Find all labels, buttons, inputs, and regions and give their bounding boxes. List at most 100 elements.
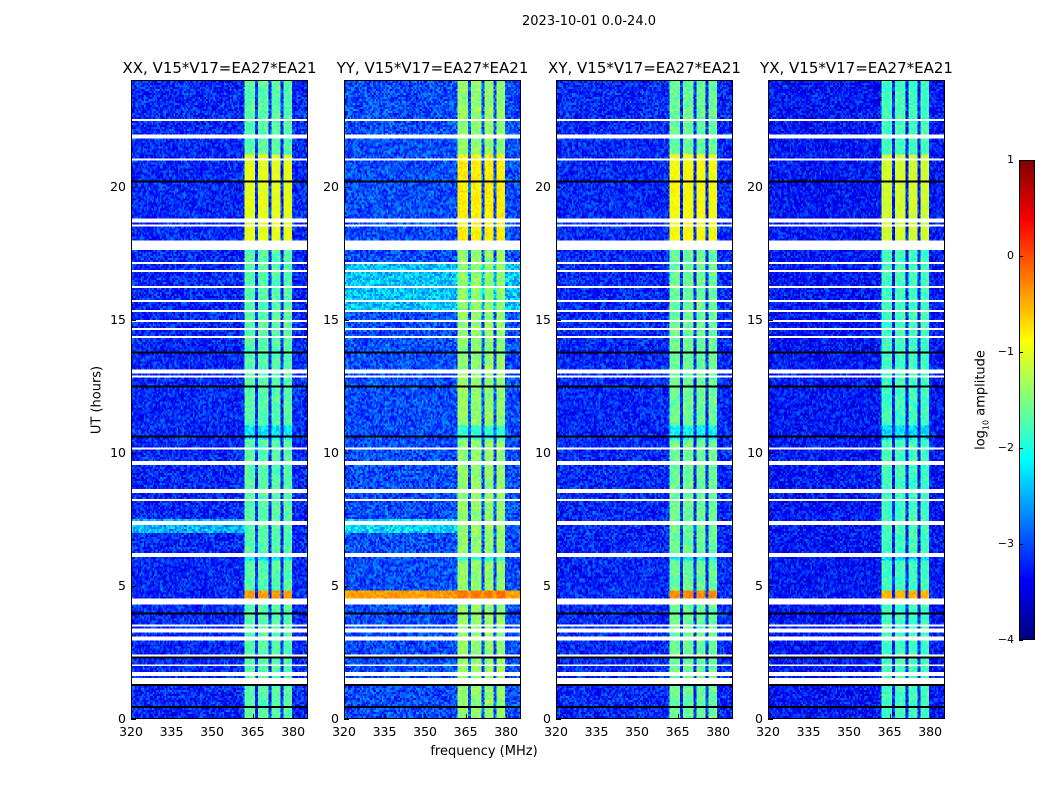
x-tick bbox=[637, 714, 639, 719]
panel-title: YX, V15*V17=EA27*EA21 bbox=[760, 59, 953, 77]
colorbar-label-rest: amplitude bbox=[973, 350, 989, 420]
x-tick-label: 365 bbox=[240, 724, 265, 739]
waterfall-panel-0 bbox=[131, 80, 308, 719]
x-tick bbox=[252, 714, 254, 719]
colorbar-tick bbox=[1019, 640, 1023, 641]
x-tick-label: 320 bbox=[544, 724, 568, 739]
colorbar-tick-label: −1 bbox=[997, 345, 1014, 358]
colorbar-tick bbox=[1019, 544, 1023, 545]
x-tick-label: 350 bbox=[625, 724, 649, 739]
waterfall-panel-2 bbox=[556, 80, 733, 719]
figure-title: 2023-10-01 0.0-24.0 bbox=[522, 14, 656, 29]
x-tick bbox=[677, 714, 679, 719]
colorbar bbox=[1019, 160, 1035, 640]
y-tick-label: 15 bbox=[110, 311, 126, 327]
y-tick-label: 0 bbox=[331, 711, 339, 726]
x-tick bbox=[849, 714, 851, 719]
y-tick bbox=[344, 319, 349, 321]
y-tick bbox=[131, 452, 136, 454]
waterfall-panel-1 bbox=[344, 80, 521, 719]
y-tick-label: 0 bbox=[118, 711, 126, 726]
y-tick bbox=[556, 319, 561, 321]
panel-title: YY, V15*V17=EA27*EA21 bbox=[336, 59, 529, 77]
x-tick-label: 320 bbox=[119, 724, 143, 739]
colorbar-tick bbox=[1019, 256, 1023, 257]
x-axis-label: frequency (MHz) bbox=[430, 744, 538, 759]
waterfall-image bbox=[557, 81, 732, 718]
y-axis-label: UT (hours) bbox=[89, 365, 105, 435]
y-tick-label: 20 bbox=[110, 178, 126, 194]
x-tick-label: 350 bbox=[413, 724, 437, 739]
y-tick bbox=[131, 719, 136, 720]
y-tick bbox=[768, 452, 773, 454]
panel-title: XY, V15*V17=EA27*EA21 bbox=[548, 59, 741, 77]
y-tick-label: 20 bbox=[747, 178, 763, 194]
x-tick-label: 320 bbox=[332, 724, 356, 739]
y-tick bbox=[131, 585, 136, 587]
x-tick-label: 335 bbox=[796, 724, 821, 739]
x-tick bbox=[768, 714, 769, 719]
y-tick-label: 0 bbox=[543, 711, 551, 726]
y-tick-label: 15 bbox=[535, 311, 551, 327]
x-tick-label: 380 bbox=[494, 724, 519, 739]
x-tick bbox=[344, 714, 345, 719]
y-tick-label: 10 bbox=[747, 444, 763, 460]
y-tick bbox=[556, 452, 561, 454]
x-tick-label: 365 bbox=[665, 724, 690, 739]
y-tick-label: 5 bbox=[331, 577, 339, 593]
x-tick bbox=[930, 714, 932, 719]
y-tick-label: 5 bbox=[118, 577, 126, 593]
y-tick bbox=[131, 186, 136, 188]
x-tick-label: 350 bbox=[837, 724, 861, 739]
x-tick bbox=[293, 714, 295, 719]
y-tick-label: 10 bbox=[110, 444, 126, 460]
y-tick bbox=[344, 719, 349, 720]
y-tick bbox=[131, 319, 136, 321]
x-tick bbox=[212, 714, 214, 719]
y-tick bbox=[556, 186, 561, 188]
y-tick bbox=[556, 719, 561, 720]
waterfall-panel-3 bbox=[768, 80, 945, 719]
x-tick bbox=[131, 714, 132, 719]
x-tick bbox=[465, 714, 467, 719]
x-tick bbox=[506, 714, 508, 719]
y-tick-label: 0 bbox=[755, 711, 763, 726]
y-tick bbox=[344, 585, 349, 587]
x-tick bbox=[889, 714, 891, 719]
colorbar-tick-label: −3 bbox=[997, 537, 1014, 550]
y-tick bbox=[344, 186, 349, 188]
y-tick-label: 15 bbox=[747, 311, 763, 327]
colorbar-tick-label: −2 bbox=[997, 441, 1014, 454]
x-tick bbox=[808, 714, 810, 719]
waterfall-image bbox=[769, 81, 944, 718]
colorbar-tick bbox=[1019, 352, 1023, 353]
x-tick-label: 335 bbox=[584, 724, 609, 739]
x-tick-label: 320 bbox=[756, 724, 780, 739]
colorbar-tick-label: 1 bbox=[1007, 153, 1014, 166]
y-tick bbox=[768, 585, 773, 587]
x-tick bbox=[718, 714, 720, 719]
x-tick-label: 335 bbox=[159, 724, 184, 739]
y-tick-label: 10 bbox=[323, 444, 339, 460]
y-tick bbox=[768, 186, 773, 188]
x-tick bbox=[171, 714, 173, 719]
y-tick bbox=[768, 319, 773, 321]
colorbar-label-log: log bbox=[973, 430, 989, 450]
x-tick-label: 365 bbox=[877, 724, 902, 739]
waterfall-image bbox=[345, 81, 520, 718]
waterfall-image bbox=[132, 81, 307, 718]
colorbar-label-sub: 10 bbox=[981, 419, 991, 431]
y-tick bbox=[556, 585, 561, 587]
x-tick bbox=[425, 714, 427, 719]
x-tick-label: 380 bbox=[281, 724, 306, 739]
colorbar-label: log10 amplitude bbox=[974, 350, 991, 450]
x-tick bbox=[596, 714, 598, 719]
y-tick-label: 15 bbox=[323, 311, 339, 327]
y-tick-label: 10 bbox=[535, 444, 551, 460]
y-tick-label: 20 bbox=[323, 178, 339, 194]
x-tick-label: 380 bbox=[918, 724, 943, 739]
panel-title: XX, V15*V17=EA27*EA21 bbox=[122, 59, 317, 77]
y-tick-label: 20 bbox=[535, 178, 551, 194]
x-tick-label: 335 bbox=[372, 724, 397, 739]
